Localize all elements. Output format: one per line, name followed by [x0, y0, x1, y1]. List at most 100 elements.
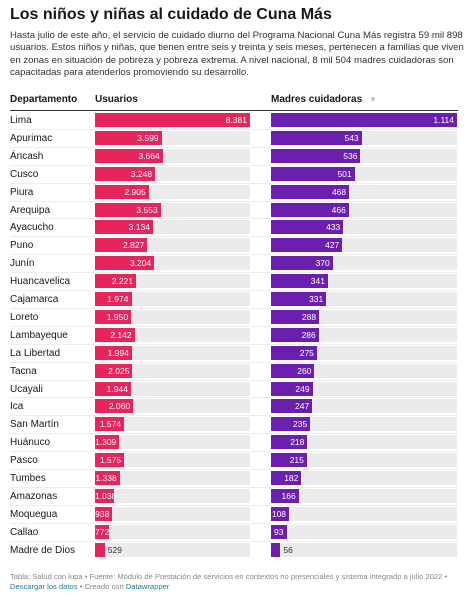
value-label: 2.827	[123, 240, 145, 251]
bar-track	[271, 488, 457, 503]
bar	[271, 327, 319, 342]
value-label: 938	[95, 508, 110, 519]
row-label: Moquegua	[10, 508, 58, 520]
value-label: 2.905	[124, 186, 146, 197]
bar	[271, 471, 302, 485]
bar-track	[271, 471, 457, 485]
value-label: 1.944	[106, 383, 128, 394]
row-label: Ucayali	[10, 383, 43, 395]
value-label: 260	[297, 365, 312, 376]
value-label: 93	[274, 526, 284, 537]
sort-icon: ▼	[368, 95, 377, 104]
bar	[95, 488, 115, 503]
row-separator	[10, 290, 458, 291]
bar	[271, 166, 355, 181]
bar-track	[271, 417, 457, 432]
row-label: La Libertad	[10, 347, 61, 359]
value-label: 772	[95, 526, 110, 537]
bar	[95, 274, 137, 289]
bar-track	[271, 399, 457, 414]
row-separator	[10, 325, 458, 327]
row-separator	[10, 522, 458, 524]
bar-track	[95, 506, 250, 521]
bar-track	[271, 435, 457, 450]
row-label: Loreto	[10, 311, 39, 323]
row-separator	[10, 128, 458, 130]
bar	[95, 542, 105, 557]
bar	[271, 148, 361, 163]
bar-track	[271, 524, 457, 539]
download-link[interactable]: Descargar los datos	[10, 582, 78, 591]
row-label: Callao	[10, 526, 39, 538]
column-header[interactable]: Usuarios	[95, 94, 138, 105]
bar	[271, 113, 457, 127]
bar-track	[271, 453, 457, 468]
value-label: 275	[299, 347, 314, 358]
column-header[interactable]: Departamento	[10, 94, 78, 105]
row-label: Piura	[10, 186, 34, 198]
bar	[271, 184, 350, 199]
bar	[271, 292, 327, 306]
row-separator	[10, 451, 458, 453]
value-label: 501	[337, 168, 352, 179]
row-label: Amazonas	[10, 490, 58, 502]
credit-link[interactable]: Datawrapper	[125, 582, 170, 591]
column-header-text: Madres cuidadoras	[271, 94, 363, 105]
bar	[95, 453, 125, 468]
value-label: 8.381	[225, 115, 247, 125]
value-label: 370	[315, 258, 330, 269]
bar	[271, 256, 333, 271]
row-label: Lima	[10, 115, 32, 126]
bar-track	[271, 542, 457, 557]
value-label: 2.025	[108, 365, 130, 376]
row-label: Tacna	[10, 365, 37, 377]
value-label: 1.574	[99, 419, 122, 430]
bar	[271, 542, 281, 557]
value-label: 3.553	[136, 204, 158, 215]
bar	[271, 345, 317, 360]
value-label: 529	[107, 544, 122, 555]
value-label: 3.599	[137, 132, 159, 143]
bar-track	[271, 363, 457, 378]
bar-track	[95, 417, 250, 432]
bar	[95, 506, 113, 521]
value-label: 2.060	[108, 401, 131, 412]
description: Hasta julio de este año, el servicio de …	[10, 30, 464, 79]
bar-track	[95, 363, 250, 378]
bar	[95, 238, 148, 253]
value-label: 2.221	[111, 276, 134, 287]
bar	[271, 524, 287, 539]
row-label: Apurimac	[10, 132, 53, 144]
bar	[95, 345, 132, 360]
value-label: 247	[295, 401, 310, 412]
bar	[95, 417, 125, 432]
row-label: San Martín	[10, 419, 59, 431]
row-label: Lambayeque	[10, 329, 68, 341]
bar	[95, 220, 153, 235]
bar-track	[95, 309, 250, 324]
value-label: 466	[331, 204, 346, 215]
value-label: 468	[331, 186, 347, 197]
column-header[interactable]: Madres cuidadoras ▼	[271, 94, 377, 105]
row-separator	[10, 236, 458, 238]
bar-track	[95, 488, 250, 503]
row-separator	[10, 469, 458, 470]
row-label: Cajamarca	[10, 294, 59, 305]
bar	[271, 381, 313, 396]
bar	[271, 274, 328, 289]
value-label: 215	[289, 455, 304, 466]
row-separator	[10, 433, 458, 435]
value-label: 3.134	[128, 222, 150, 233]
value-label: 543	[344, 132, 359, 143]
title: Los niños y niñas al cuidado de Cuna Más	[10, 6, 332, 23]
bar	[95, 363, 133, 378]
value-label: 1.114	[433, 115, 454, 125]
bar	[271, 130, 362, 145]
bar-track	[271, 345, 457, 360]
row-separator	[10, 486, 458, 488]
row-separator	[10, 397, 458, 399]
value-label: 166	[281, 490, 296, 501]
bar	[95, 309, 132, 324]
row-label: Junín	[10, 258, 35, 270]
